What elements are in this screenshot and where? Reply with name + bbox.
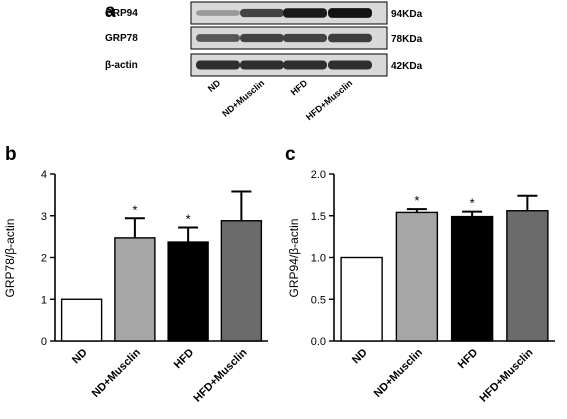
panel-c-letter: c: [285, 144, 296, 165]
blot-band: [240, 60, 284, 70]
panel-a-letter: a: [105, 1, 116, 22]
bar: [114, 237, 156, 342]
x-category-label: HFD: [456, 347, 481, 372]
blot-size-label: 78KDa: [391, 34, 423, 45]
chart-panel-b: b 0 1 2 3 4 GRP78/β-actin * * ND ND+Musclin HFDHFD+…: [3, 144, 268, 405]
x-category-label: ND+Musclin: [372, 346, 425, 399]
blot-band: [328, 8, 372, 18]
significance-marker: *: [132, 202, 137, 217]
y-axis-title: GRP94/β-actin: [287, 219, 301, 298]
bar: [167, 241, 209, 342]
bar: [506, 210, 549, 342]
y-tick-label: 3: [41, 211, 47, 223]
blot-row-label: β-actin: [105, 60, 138, 71]
blot-band: [196, 10, 240, 16]
blot-size-label: 42KDa: [391, 61, 423, 72]
x-category-label: ND: [350, 347, 370, 367]
blot-band: [328, 60, 372, 70]
chart-panel-c: c 0.0 0.5 1.0 1.5 2.0 GRP94/β-actin * * ND ND+Musc…: [285, 144, 555, 405]
y-tick-label: 0.0: [311, 336, 326, 348]
x-category-label: ND: [70, 347, 90, 367]
lane-label: HFD: [289, 78, 310, 98]
significance-marker: *: [186, 211, 191, 226]
blot-size-label: 94KDa: [391, 9, 423, 20]
bar: [340, 256, 383, 342]
blot-band: [240, 8, 284, 18]
blot-band: [328, 33, 372, 43]
y-tick-label: 2: [41, 253, 47, 265]
blot-row-label: GRP94: [105, 8, 138, 19]
blot-band: [283, 60, 327, 70]
y-axis-title: GRP78/β-actin: [3, 219, 17, 298]
significance-marker: *: [470, 196, 475, 211]
blot-band: [240, 33, 284, 43]
y-tick-label: 1: [41, 294, 47, 306]
bar: [60, 298, 103, 342]
significance-marker: *: [414, 193, 419, 208]
blot-band: [283, 8, 327, 18]
lane-label: ND+Musclin: [220, 78, 266, 119]
y-tick-label: 0.5: [311, 294, 326, 306]
bar: [220, 220, 263, 342]
blot-row-label: GRP78: [105, 33, 138, 44]
x-category-label: HFD+Musclin: [192, 346, 250, 404]
panel-b-letter: b: [5, 144, 17, 165]
blot-band: [196, 60, 240, 70]
lane-label: HFD+Musclin: [304, 78, 354, 122]
y-tick-label: 4: [41, 169, 47, 181]
bar: [395, 211, 439, 342]
y-tick-label: 1.5: [311, 211, 326, 223]
blot-band: [196, 34, 240, 42]
blot-band: [283, 33, 327, 43]
x-category-label: HFD+Musclin: [478, 346, 536, 404]
y-tick-label: 1.0: [311, 253, 326, 265]
x-category-label: HFD: [172, 347, 197, 372]
y-tick-label: 0: [41, 336, 47, 348]
lane-label: ND: [206, 78, 223, 94]
x-category-label: ND+Musclin: [90, 346, 143, 399]
y-tick-label: 2.0: [311, 169, 326, 181]
bar: [450, 215, 494, 342]
